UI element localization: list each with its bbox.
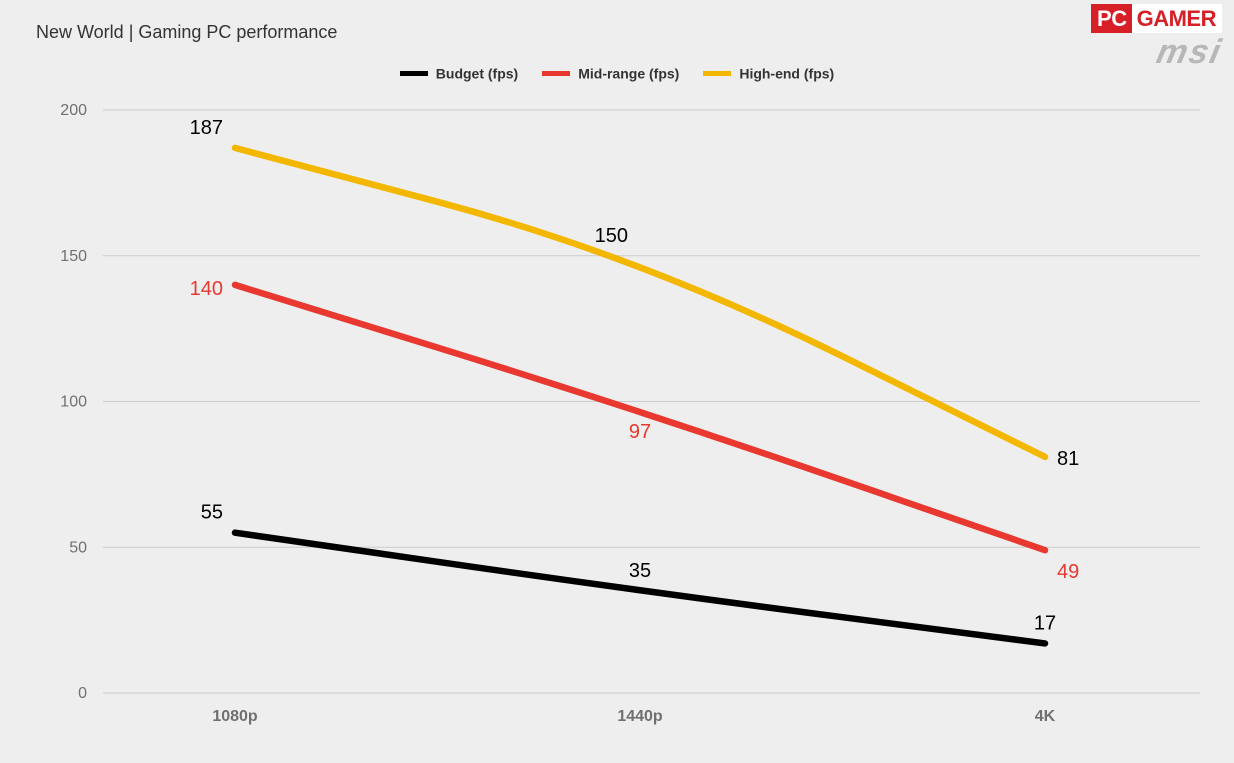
point-label: 150 — [595, 225, 628, 247]
pcgamer-logo: PCGAMER — [1091, 4, 1222, 33]
y-tick-label: 200 — [60, 102, 87, 119]
legend-swatch — [400, 71, 428, 76]
point-label: 187 — [190, 117, 223, 139]
legend-swatch — [542, 71, 570, 76]
x-tick-label: 1440p — [617, 708, 663, 725]
pcgamer-pc: PC — [1091, 4, 1132, 33]
chart-title: New World | Gaming PC performance — [36, 22, 337, 43]
series-line — [235, 533, 1045, 644]
y-tick-label: 100 — [60, 394, 87, 411]
y-tick-label: 0 — [78, 685, 87, 702]
point-label: 17 — [1034, 612, 1056, 634]
legend-label: Budget (fps) — [436, 65, 518, 81]
legend-item: Mid-range (fps) — [542, 64, 679, 81]
legend-item: High-end (fps) — [703, 64, 834, 81]
legend: Budget (fps) Mid-range (fps) High-end (fps… — [0, 64, 1234, 81]
point-label: 81 — [1057, 448, 1079, 470]
y-tick-label: 50 — [69, 539, 87, 556]
series-line — [235, 285, 1045, 550]
y-tick-label: 150 — [60, 248, 87, 265]
point-label: 140 — [190, 278, 223, 300]
x-tick-label: 1080p — [212, 708, 258, 725]
legend-item: Budget (fps) — [400, 64, 518, 81]
legend-swatch — [703, 71, 731, 76]
legend-label: Mid-range (fps) — [578, 65, 679, 81]
performance-line-chart: 0 50 100 150 200 1080p 1440p 4K 55 35 17 140 97 49 187… — [0, 0, 1234, 763]
point-label: 49 — [1057, 561, 1079, 583]
pcgamer-gamer: GAMER — [1132, 4, 1222, 33]
legend-label: High-end (fps) — [739, 65, 834, 81]
x-tick-label: 4K — [1035, 708, 1056, 725]
point-label: 55 — [201, 502, 223, 524]
branding-logos: PCGAMER msi — [1091, 4, 1222, 69]
point-label: 97 — [629, 421, 651, 443]
point-label: 35 — [629, 560, 651, 582]
